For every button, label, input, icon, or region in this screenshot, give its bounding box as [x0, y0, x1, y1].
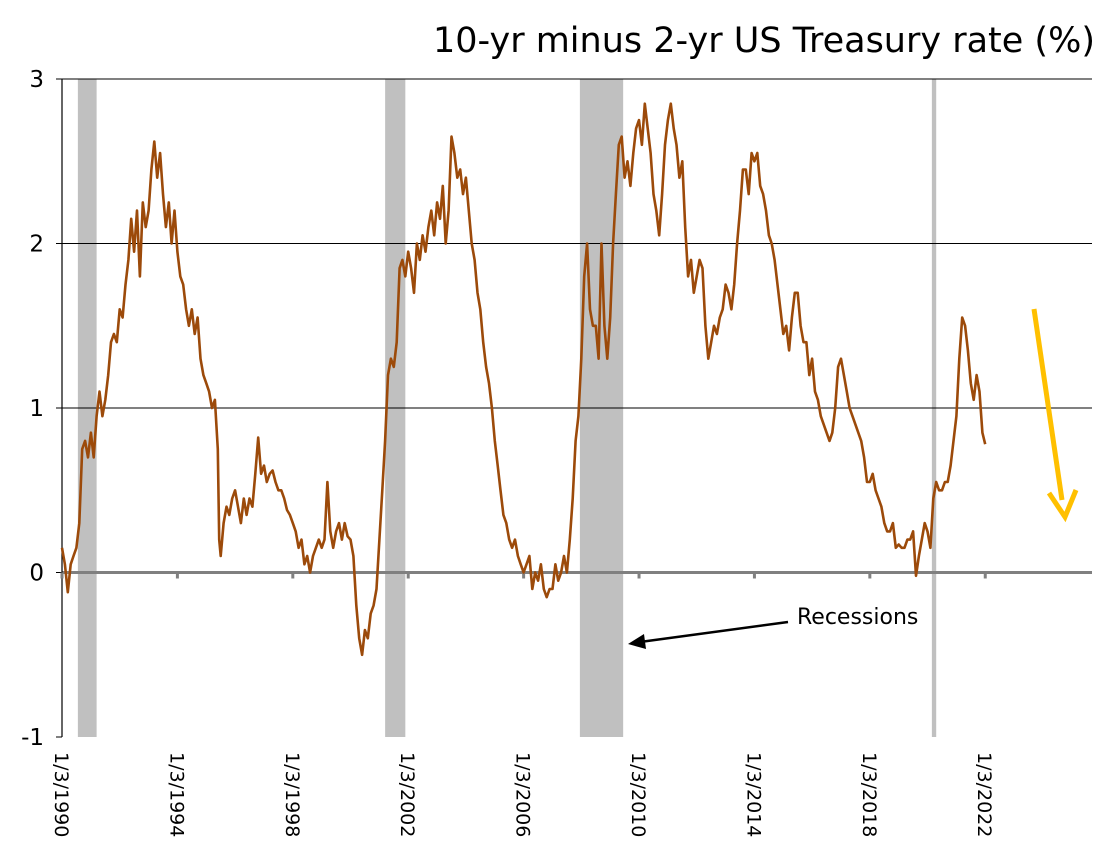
x-tick-label: 1/3/1994	[165, 752, 187, 837]
y-tick-label: 2	[29, 232, 44, 258]
downtrend-arrow	[1031, 308, 1079, 523]
y-axis-ticks: -1 0 1 2 3	[21, 67, 62, 751]
y-tick-label: 1	[29, 396, 44, 422]
chart-title: 10-yr minus 2-yr US Treasury rate (%)	[433, 21, 1095, 61]
annotation-label: Recessions	[797, 605, 918, 630]
y-tick-label: -1	[21, 725, 44, 751]
x-tick-label: 1/3/2006	[512, 752, 534, 837]
x-tick-label: 1/3/1998	[281, 752, 303, 837]
x-tick-label: 1/3/2018	[858, 752, 880, 837]
x-tick-label: 1/3/2010	[627, 752, 649, 837]
annotation-arrowhead	[628, 634, 646, 649]
x-tick-label: 1/3/2014	[742, 752, 764, 837]
y-tick-label: 3	[29, 67, 44, 93]
y-tick-label: 0	[29, 561, 44, 587]
annotation-arrow	[639, 620, 789, 644]
recessions-annotation: Recessions	[628, 605, 918, 649]
x-axis-ticks: 1/3/1990 1/3/1994 1/3/1998 1/3/2002 1/3/2006…	[50, 572, 995, 837]
x-tick-label: 1/3/2022	[973, 752, 995, 837]
spread-line	[60, 102, 987, 657]
x-tick-label: 1/3/2002	[396, 752, 418, 837]
x-tick-label: 1/3/1990	[50, 752, 72, 837]
